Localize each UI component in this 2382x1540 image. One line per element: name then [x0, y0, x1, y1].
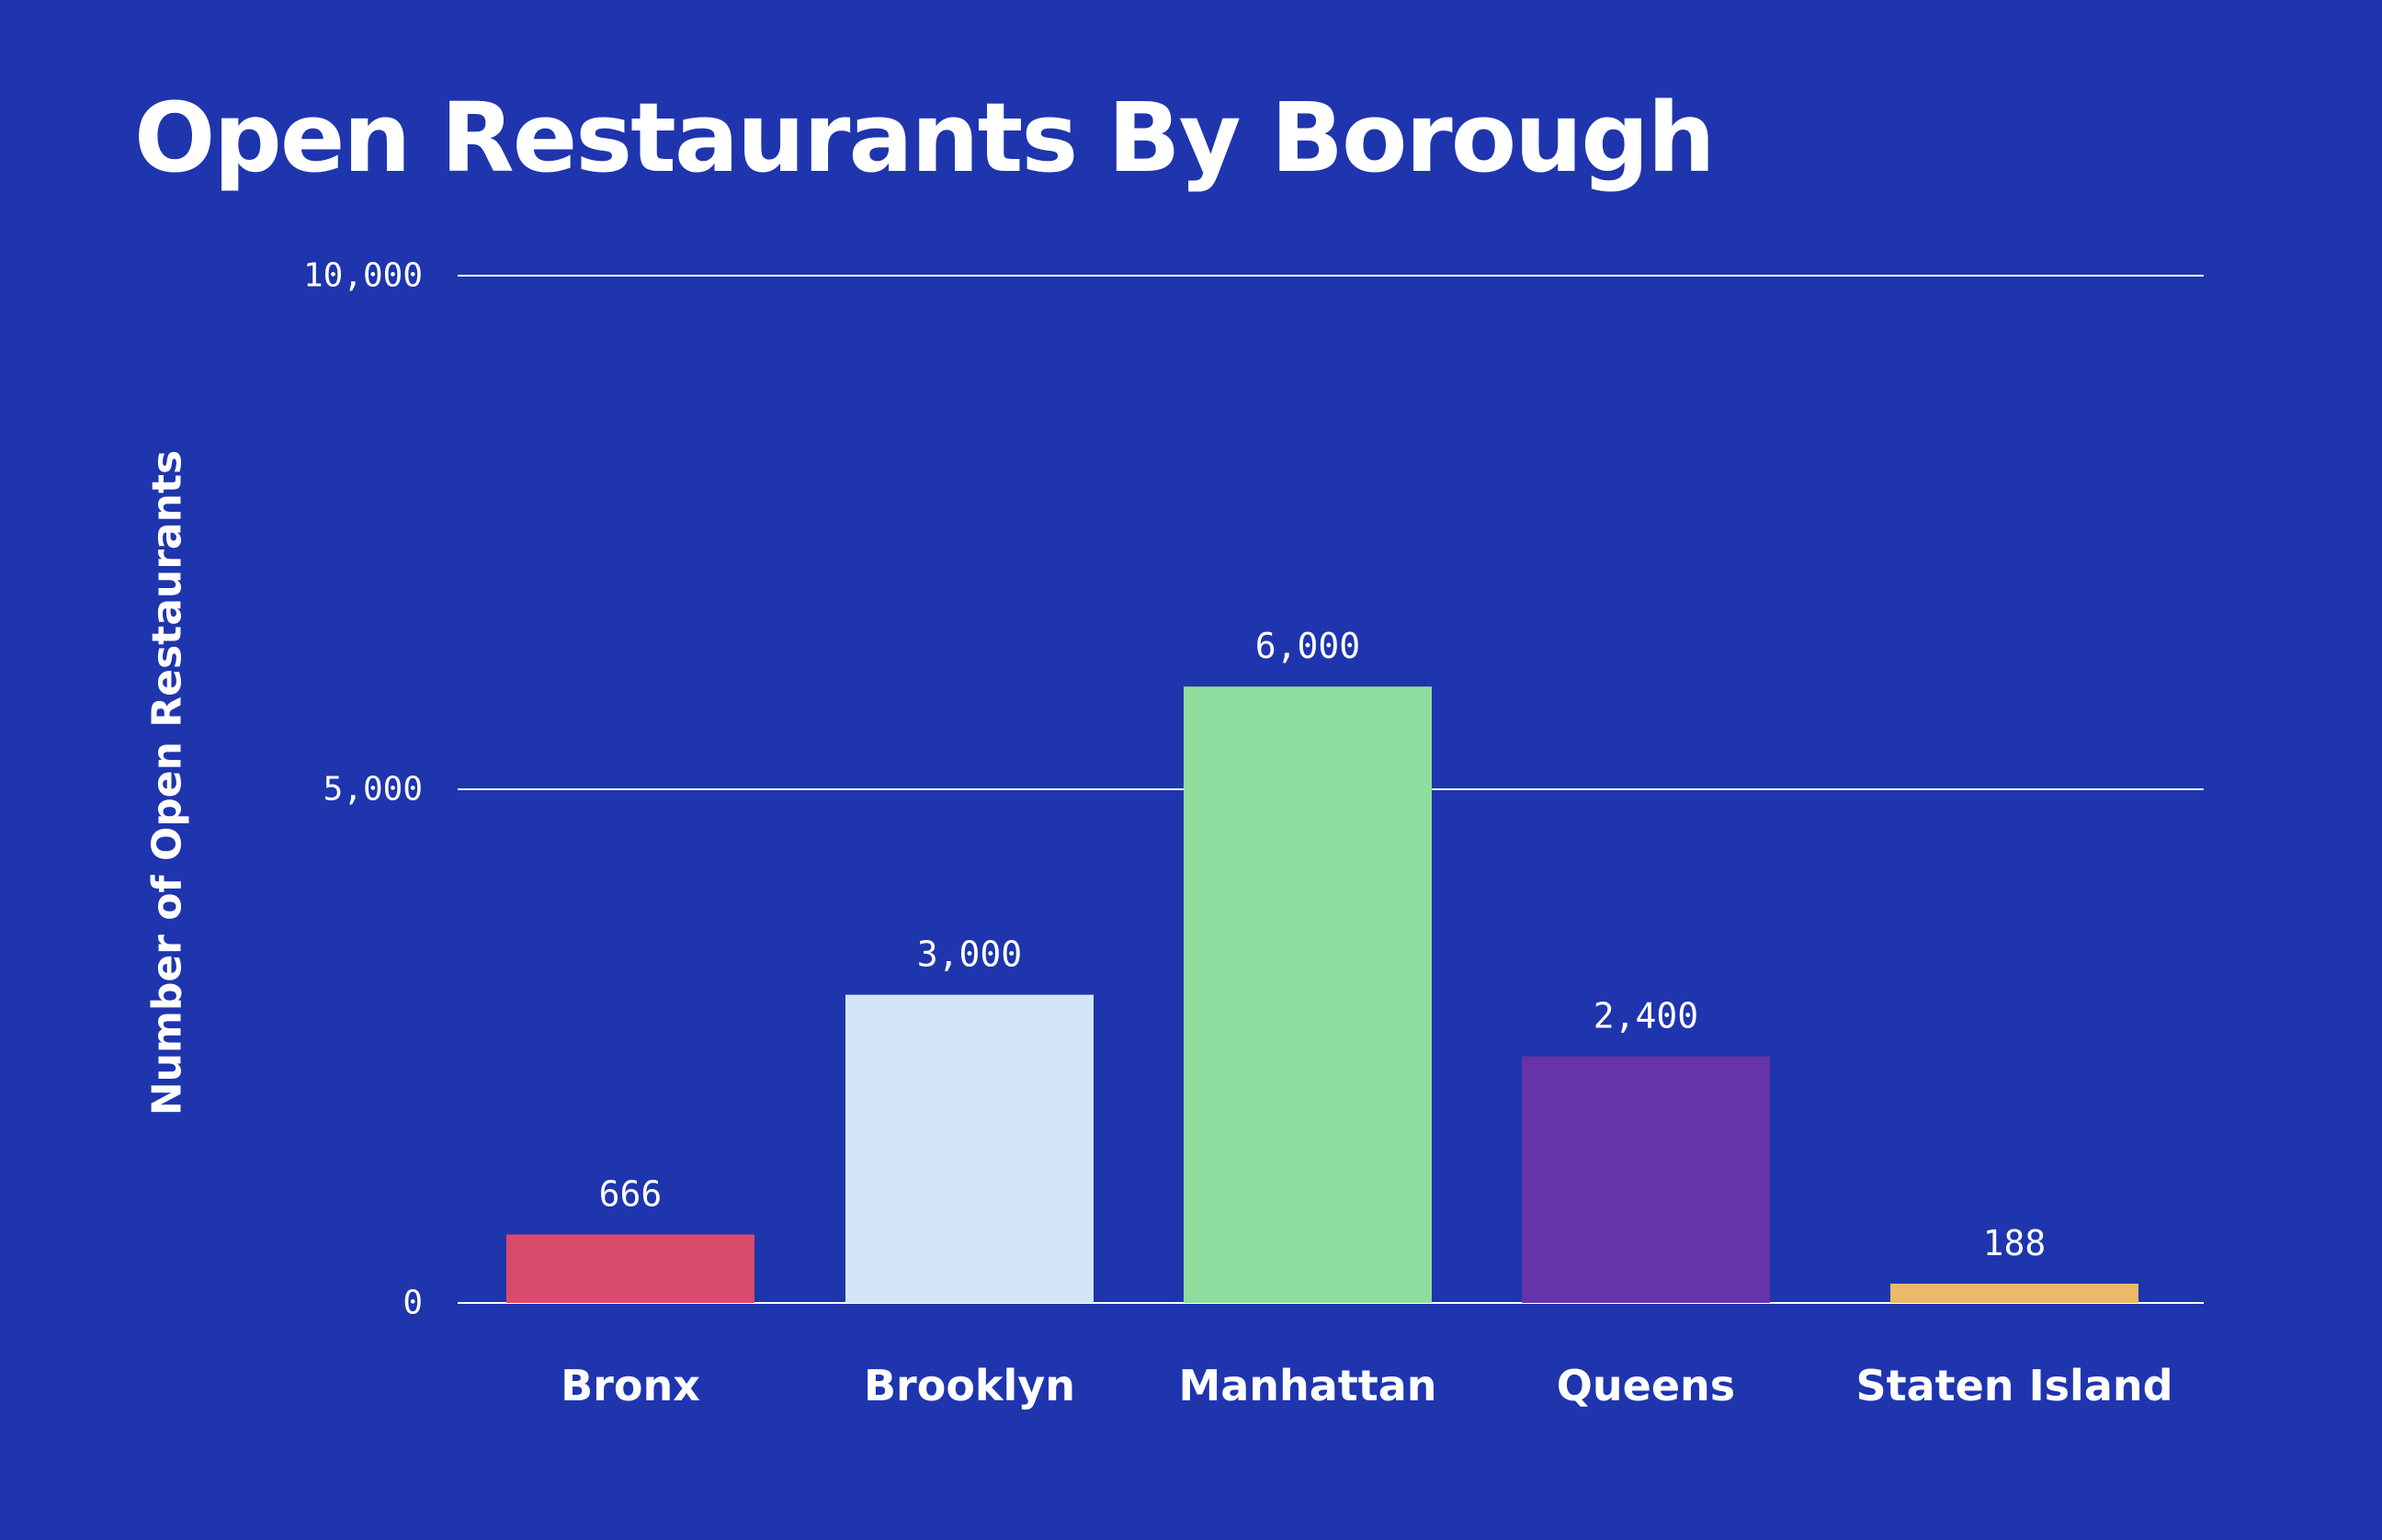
data-label-bronx: 666 [599, 1174, 663, 1215]
data-label-queens: 2,400 [1594, 996, 1698, 1036]
y-tick-label: 10,000 [303, 257, 423, 295]
y-tick-label: 0 [403, 1285, 423, 1322]
y-tick-label: 5,000 [323, 771, 423, 809]
category-label-manhattan: Manhattan [1178, 1361, 1436, 1410]
bar-manhattan [1184, 686, 1432, 1303]
category-label-staten-island: Staten Island [1855, 1361, 2172, 1410]
bar-bronx [506, 1234, 754, 1303]
data-label-staten-island: 188 [1983, 1223, 2047, 1263]
category-label-bronx: Bronx [561, 1361, 700, 1410]
labels: 0 5,000 10,000 666 Bronx 3,000 Brooklyn 6,000 Ma… [303, 257, 2173, 1411]
bar-brooklyn [845, 994, 1094, 1303]
bars [506, 686, 2138, 1303]
category-label-brooklyn: Brooklyn [864, 1361, 1075, 1410]
chart-title: Open Restaurants By Borough [134, 82, 1716, 194]
data-label-brooklyn: 3,000 [917, 934, 1022, 975]
data-label-manhattan: 6,000 [1255, 626, 1360, 666]
bar-staten-island [1890, 1283, 2138, 1303]
bar-queens [1522, 1056, 1770, 1303]
category-label-queens: Queens [1557, 1361, 1735, 1410]
y-axis-title: Number of Open Restaurants [144, 450, 191, 1115]
